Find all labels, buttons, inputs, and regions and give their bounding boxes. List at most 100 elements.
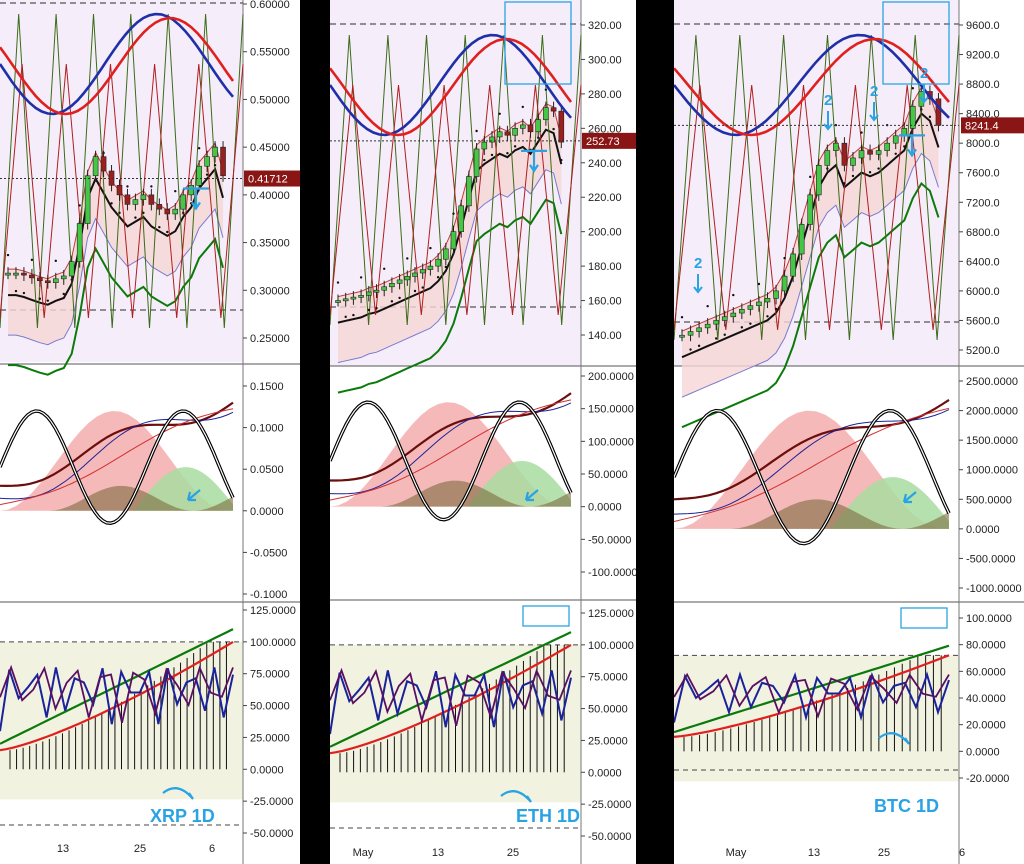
- candle-body: [704, 323, 711, 329]
- btc-chart-panel: 8241.4 9600.0 9200.0 8800.0 8400.0 8000.0 7600…: [674, 0, 1024, 864]
- annotation-curve-arrow: [162, 787, 194, 800]
- candle-body: [427, 265, 434, 270]
- histogram-area-olive: [380, 480, 571, 507]
- annotation-target-arrow: [899, 134, 925, 158]
- candle-body: [52, 278, 59, 283]
- price-tick-label: 5200.0: [966, 345, 1000, 357]
- candle-body: [504, 131, 511, 136]
- candle-body: [396, 279, 403, 284]
- candle-body: [910, 105, 916, 129]
- sar-dot: [142, 211, 145, 215]
- candle-body: [798, 224, 805, 255]
- osc-tick-label: -500.0000: [966, 553, 1016, 565]
- moving-average-line: [8, 166, 224, 306]
- sar-dot: [490, 153, 494, 157]
- xrp-chart-svg: 0.41712 0.60000 0.55000 0.50000 0.45000 0.400…: [0, 0, 300, 864]
- rsi-tick-label: 75.0000: [250, 669, 290, 681]
- price-tick-label: 9600.0: [966, 20, 1000, 32]
- sar-dot: [903, 145, 906, 148]
- rsi-tick-label: -20.0000: [966, 773, 1009, 785]
- price-tick-label: 8800.0: [966, 79, 1000, 91]
- sar-dot: [336, 281, 340, 284]
- candle-body: [815, 165, 822, 196]
- sar-dot: [118, 211, 121, 215]
- candle-body: [543, 107, 549, 121]
- last-price-box: [582, 132, 636, 149]
- candle-body: [5, 272, 11, 276]
- candle-body: [365, 291, 372, 296]
- annotation-arrow: [186, 489, 201, 502]
- sar-dot: [680, 316, 684, 319]
- candle-body: [833, 142, 839, 151]
- rsi-tick-label: 0.0000: [966, 746, 1000, 758]
- candle-body: [342, 298, 349, 302]
- price-tick-label: 0.30000: [250, 285, 290, 297]
- candle-body: [473, 148, 480, 177]
- candle-body: [404, 276, 411, 281]
- sar-dot: [14, 289, 18, 293]
- candle-body: [84, 175, 91, 224]
- sar-dot: [197, 147, 201, 150]
- candle-body: [156, 204, 163, 210]
- osc-tick-label: 0.0000: [588, 502, 622, 514]
- price-tick-label: 220.00: [588, 192, 622, 204]
- candle-body: [781, 275, 788, 292]
- osc-line-blue: [330, 402, 572, 495]
- sar-dot: [552, 127, 555, 131]
- last-price-box: [244, 170, 300, 187]
- candle-body: [892, 135, 899, 144]
- price-tick-label: 6400.0: [966, 256, 1000, 268]
- ribbon-fill: [338, 103, 562, 363]
- annotation-box: [504, 1, 572, 85]
- candle-body: [520, 124, 526, 129]
- osc-tick-label: -0.0500: [250, 547, 287, 559]
- candle-body: [373, 289, 380, 293]
- sar-dot: [54, 259, 57, 263]
- price-tick-label: 9200.0: [966, 50, 1000, 62]
- price-tick-label: 320.00: [588, 20, 622, 32]
- sar-dot: [809, 175, 812, 179]
- price-tick-label: 0.25000: [250, 333, 290, 345]
- sar-dot: [868, 171, 872, 174]
- sar-dot: [126, 185, 129, 188]
- sar-dot: [6, 253, 10, 257]
- sar-dot: [475, 129, 478, 133]
- sar-dot: [860, 131, 863, 134]
- rsi-tick-label: 25.0000: [588, 735, 628, 747]
- support-step-line: [8, 236, 224, 376]
- candle-body: [450, 231, 457, 250]
- candle-body: [773, 290, 779, 299]
- support-step-line: [337, 198, 563, 394]
- annotation-target-arrow: [183, 187, 209, 211]
- sar-dot: [851, 174, 855, 178]
- rsi-tick-label: -25.0000: [250, 796, 293, 808]
- price-tick-label: 140.00: [588, 330, 622, 342]
- osc-tick-label: 1000.0000: [966, 465, 1018, 477]
- price-tick-label: 180.00: [588, 261, 622, 273]
- sar-dot: [706, 304, 709, 308]
- candle-body: [481, 141, 488, 150]
- sar-dot: [46, 299, 50, 302]
- candle-body: [747, 305, 754, 310]
- candle-body: [696, 327, 702, 332]
- rsi-tick-label: -25.0000: [588, 799, 631, 811]
- sar-dot: [783, 256, 786, 260]
- candle-body: [730, 312, 737, 318]
- sar-dot: [560, 158, 563, 162]
- sar-dot: [689, 348, 692, 351]
- sar-dot: [843, 182, 846, 185]
- x-tick-label: 25: [134, 843, 146, 855]
- candle-body: [124, 194, 131, 205]
- price-tick-label: 8400.0: [966, 109, 1000, 121]
- sar-dot: [359, 276, 363, 279]
- histogram-area-olive: [731, 499, 949, 529]
- rsi-line-green: [330, 631, 572, 748]
- rsi-tick-label: 100.0000: [966, 613, 1012, 625]
- last-price-box: [961, 117, 1024, 134]
- candle-body: [807, 194, 814, 225]
- candle-body: [412, 272, 418, 277]
- annotation-arrow: [869, 102, 879, 122]
- support-step-line: [681, 181, 940, 429]
- sar-dot: [429, 246, 432, 250]
- sar-dot: [375, 307, 378, 310]
